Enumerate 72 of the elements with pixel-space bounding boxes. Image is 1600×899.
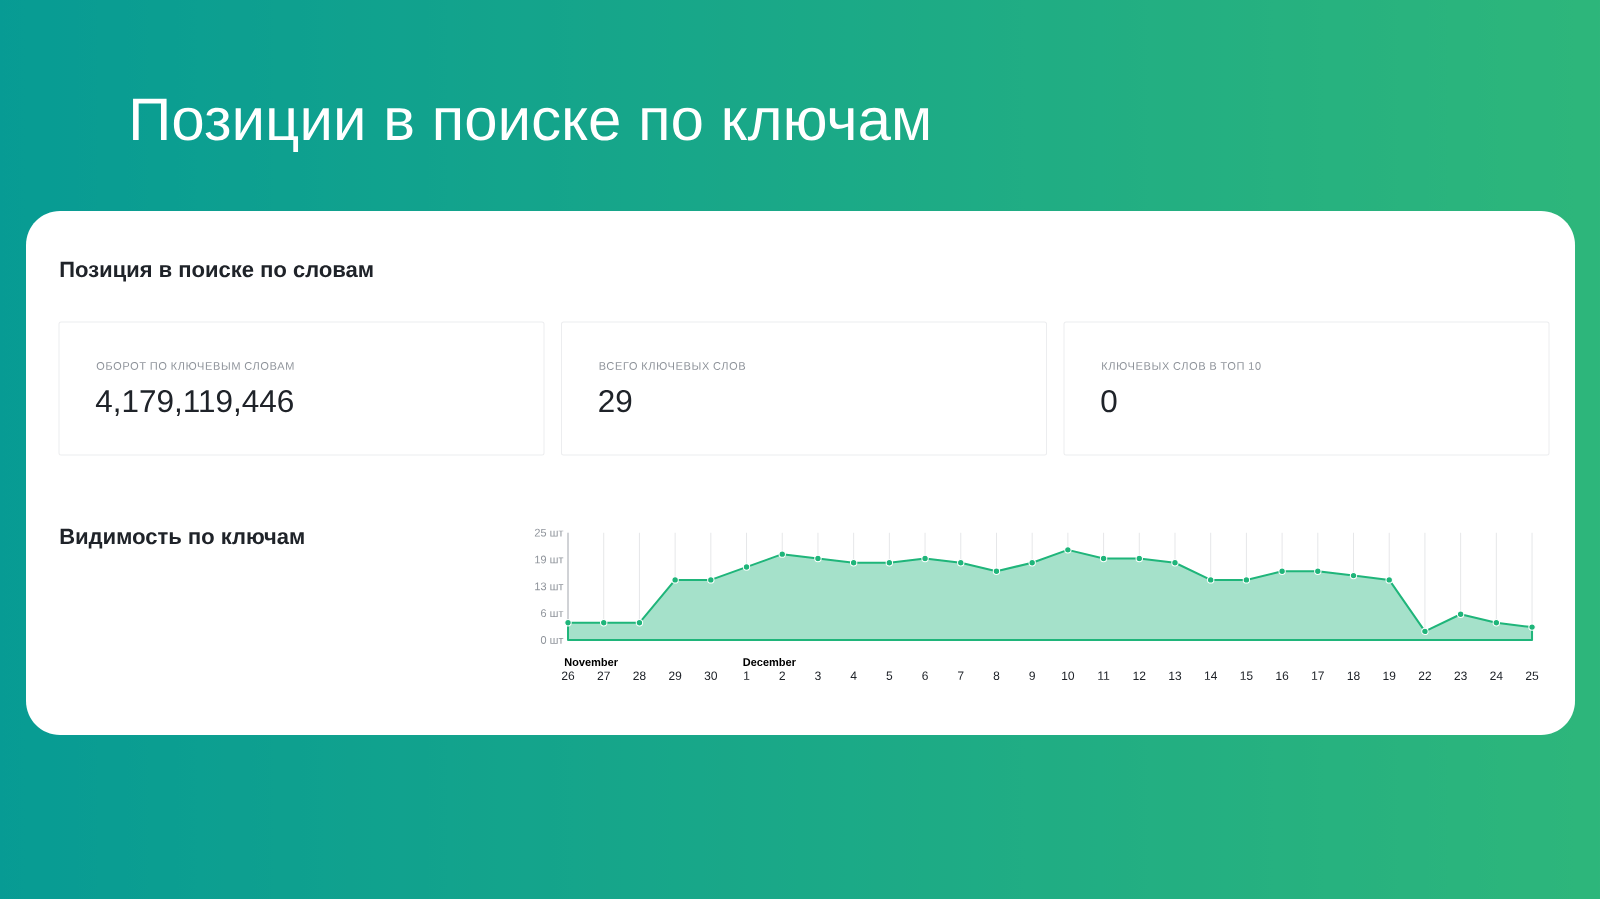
point — [1278, 567, 1286, 576]
x-tick-label: 2 — [779, 671, 785, 680]
x-tick-label: 7 — [958, 671, 964, 680]
y-tick-label: 0 шт — [540, 636, 564, 644]
x-tick-label: 29 — [669, 671, 682, 681]
point — [600, 619, 608, 627]
point — [1064, 546, 1072, 554]
point — [1028, 559, 1036, 567]
point — [1492, 619, 1501, 627]
point — [1099, 554, 1108, 563]
point — [778, 550, 786, 558]
point — [1421, 627, 1429, 636]
x-tick-label: 9 — [1029, 671, 1035, 681]
x-tick-label: 6 — [922, 671, 928, 681]
point — [849, 559, 858, 567]
x-tick-label: 13 — [1169, 671, 1182, 681]
point — [1528, 623, 1536, 631]
x-tick-label: 8 — [993, 671, 1000, 681]
text: Позиции в поиске по ключам — [133, 98, 929, 152]
x-tick-label: 3 — [815, 671, 821, 681]
text: ОБОРОТ ПО КЛЮЧЕВЫМ СЛОВАМ — [96, 362, 294, 370]
text: December — [743, 657, 796, 667]
x-tick-label: 17 — [1312, 671, 1324, 680]
x-tick-label: 16 — [1276, 671, 1289, 681]
point — [957, 559, 965, 567]
x-tick-label: 15 — [1240, 671, 1253, 680]
text: ВСЕГО КЛЮЧЕВЫХ СЛОВ — [599, 362, 746, 370]
point — [885, 559, 894, 567]
point — [814, 554, 822, 563]
text: Позиция в поиске по словам — [60, 261, 373, 282]
text: 0 — [1101, 389, 1117, 413]
x-tick-label: 25 — [1525, 671, 1539, 681]
x-tick-label: 27 — [597, 671, 610, 680]
x-tick-label: 28 — [633, 671, 646, 681]
x-tick-label: 19 — [1383, 671, 1396, 681]
y-tick-label: 6 шт — [541, 609, 564, 618]
text: Видимость по ключам — [60, 528, 304, 549]
point — [992, 567, 1001, 576]
point — [1456, 610, 1465, 618]
point — [564, 619, 572, 627]
point — [1314, 567, 1322, 576]
x-tick-label: 24 — [1490, 671, 1503, 680]
x-tick-label: 10 — [1062, 671, 1075, 681]
x-tick-label: 11 — [1098, 671, 1110, 680]
y-tick-label: 13 шт — [535, 582, 564, 591]
x-tick-label: 23 — [1454, 671, 1467, 681]
point — [1171, 559, 1179, 567]
point — [1135, 554, 1143, 563]
point — [921, 554, 929, 563]
y-tick-label: 19 шт — [535, 555, 564, 564]
point — [1349, 571, 1358, 580]
text: 29 — [599, 389, 632, 413]
x-tick-label: 4 — [850, 671, 857, 680]
point — [1207, 576, 1215, 584]
point — [635, 619, 644, 627]
text: November — [564, 657, 618, 667]
x-tick-label: 14 — [1204, 671, 1218, 680]
point — [707, 576, 715, 584]
x-tick-label: 1 — [744, 671, 750, 680]
point — [742, 563, 751, 571]
point — [1385, 576, 1393, 584]
text: 4,179,119,446 — [95, 389, 293, 417]
x-tick-label: 12 — [1133, 671, 1146, 680]
y-tick-label: 25 шт — [534, 528, 564, 537]
text: КЛЮЧЕВЫХ СЛОВ В ТОП 10 — [1102, 362, 1261, 370]
point — [671, 576, 679, 584]
x-tick-label: 18 — [1347, 671, 1360, 681]
x-tick-label: 22 — [1418, 671, 1431, 680]
point — [1242, 576, 1251, 584]
x-tick-label: 26 — [561, 671, 575, 681]
x-tick-label: 5 — [886, 671, 893, 680]
x-tick-label: 30 — [704, 671, 718, 681]
